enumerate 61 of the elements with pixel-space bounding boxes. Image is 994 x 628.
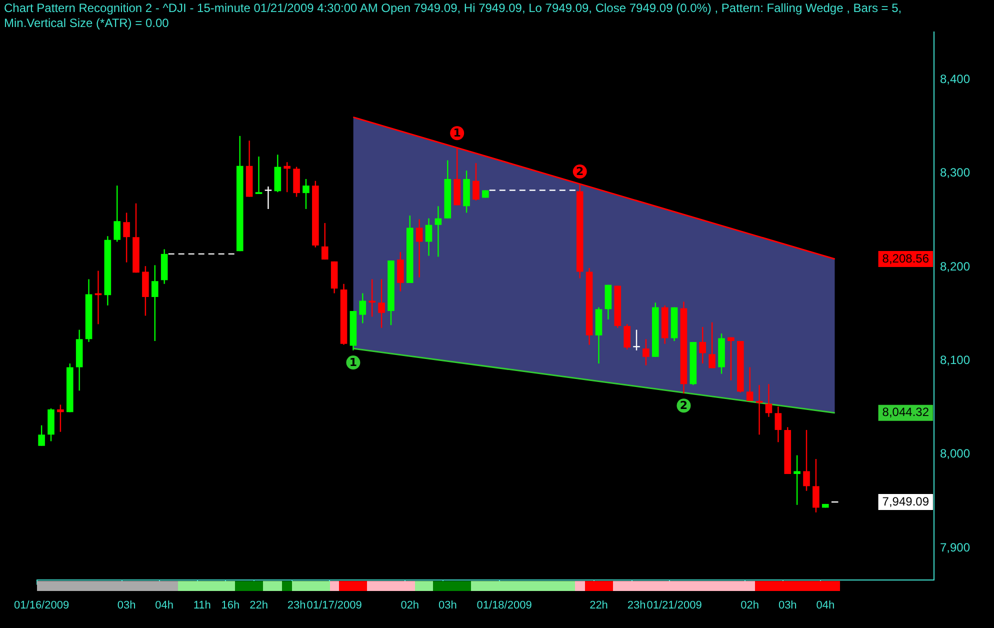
x-tick-label: 03h [117, 599, 136, 612]
candlestick [359, 292, 366, 324]
annotation: 2 [576, 164, 584, 178]
candlestick [803, 429, 810, 492]
candlestick [794, 454, 800, 506]
y-tick-label: 8,000 [940, 446, 970, 461]
x-tick-label: 04h [816, 599, 835, 612]
annotation: 8,044.32 [882, 405, 930, 420]
candlestick [378, 278, 385, 329]
candlestick [774, 406, 782, 443]
x-tick-label: 23h [627, 599, 646, 612]
candlestick [255, 156, 262, 195]
x-tick-label: 01/21/2009 [646, 599, 702, 612]
candlestick [264, 186, 272, 210]
x-tick-label: 01/18/2009 [476, 599, 532, 612]
candlestick [425, 218, 432, 256]
y-tick-label: 8,300 [940, 166, 970, 180]
candlestick [812, 458, 820, 513]
x-tick-label: 04h [155, 599, 174, 612]
candlestick [746, 366, 754, 402]
candlestick [151, 264, 158, 342]
annotation: 7,949.09 [882, 494, 930, 508]
candlestick [416, 218, 423, 278]
candlestick [321, 222, 328, 260]
x-tick-label: 23h [287, 599, 306, 612]
candlestick [38, 424, 45, 446]
candlestick [284, 162, 290, 193]
y-tick-label: 8,400 [940, 72, 970, 86]
candlestick [756, 384, 763, 436]
candlestick [728, 336, 734, 381]
x-tick-label: 03h [438, 599, 457, 612]
candlestick [434, 206, 442, 258]
candlestick [472, 162, 480, 202]
candlestick [699, 326, 706, 364]
x-tick-label: 02h [740, 599, 760, 612]
candlestick [642, 338, 650, 366]
x-tick-label: 16h [221, 599, 240, 612]
annotation: 8,208.56 [882, 251, 930, 266]
annotation: 2 [680, 398, 688, 412]
chart-title: Chart Pattern Recognition 2 - ^DJI - 15-minute 01/21/2009 4:30:00 AM Open 7949.09, Hi 7949.09, Lo 7949.09, Close 7949.09 (0.0%) , Pattern: Falling Wedge , Bars = 5, Min.Vertical Size (*ATR) = 0.00 [4, 1, 903, 31]
candlestick [624, 324, 630, 350]
candlestick [302, 178, 310, 210]
x-tick-label: 01/17/2009 [306, 599, 362, 612]
y-tick-label: 7,900 [940, 540, 970, 554]
annotation: 1 [453, 126, 461, 140]
y-tick-label: 8,200 [940, 259, 970, 274]
x-tick-label: 01/16/2009 [14, 599, 70, 612]
candlestick [765, 383, 772, 418]
candlestick [397, 251, 404, 292]
candlestick [368, 278, 376, 318]
candlestick [123, 212, 130, 263]
candlestick [57, 404, 64, 432]
x-tick-label: 03h [778, 599, 797, 612]
candlestick [708, 322, 716, 369]
x-tick-label: 22h [250, 599, 268, 612]
x-tick-label: 22h [590, 599, 608, 612]
x-tick-label: 02h [400, 599, 420, 612]
x-tick-label: 11h [193, 599, 211, 612]
annotation: 1 [349, 356, 358, 369]
candlestick [114, 184, 121, 242]
y-tick-label: 8,100 [940, 352, 970, 367]
